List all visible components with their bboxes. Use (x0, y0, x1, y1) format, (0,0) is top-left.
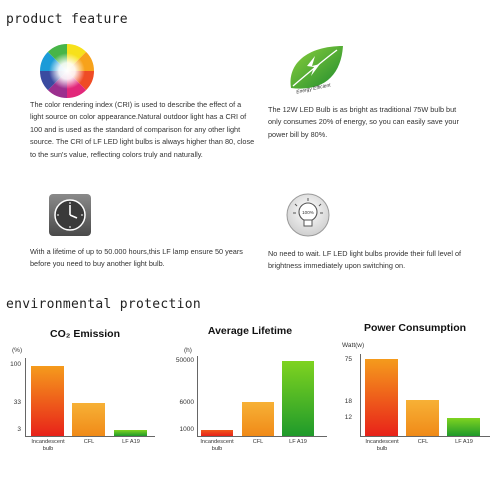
bar-lf-a19 (114, 430, 147, 436)
feature-instant-text: No need to wait. LF LED light bulbs prov… (268, 249, 462, 271)
feature-cri-text: The color rendering index (CRI) is used … (30, 100, 255, 159)
y-axis (197, 356, 198, 436)
product-feature-heading: product feature (6, 12, 128, 27)
category-lf-a19: LF A19 (455, 439, 473, 445)
y-tick: 1000 (179, 426, 194, 433)
bar-lf-a19 (282, 361, 314, 436)
category-incandescent: Incandescent bulb (200, 439, 234, 452)
category-incandescent: Incandescent bulb (365, 439, 399, 452)
bar-lf-a19 (447, 418, 480, 436)
category-cfl: CFL (252, 439, 264, 445)
bar-cfl (242, 402, 274, 436)
chart-unit: (%) (12, 347, 23, 354)
y-tick: 33 (13, 399, 21, 406)
clock-icon (48, 193, 92, 242)
y-tick: 50000 (175, 357, 194, 364)
y-axis (360, 354, 361, 436)
y-axis (25, 358, 26, 436)
chart-unit: (h) (184, 347, 192, 354)
bulb-100-label: 100% (302, 210, 314, 215)
bar-incandescent (201, 430, 233, 436)
category-lf-a19: LF A19 (122, 439, 140, 445)
y-tick: 3 (17, 426, 21, 433)
environmental-protection-heading: environmental protection (6, 297, 202, 312)
feature-lifetime-text: With a lifetime of up to 50.000 hours,th… (30, 247, 243, 269)
chart-unit: Watt(w) (342, 342, 365, 349)
category-incandescent: Incandescent bulb (31, 439, 65, 452)
category-lf-a19: LF A19 (289, 439, 307, 445)
y-tick: 12 (344, 414, 352, 421)
y-tick: 100 (10, 361, 21, 368)
color-wheel-icon (38, 42, 96, 105)
chart-title: Average Lifetime (207, 325, 293, 337)
bar-cfl (406, 400, 439, 436)
y-tick: 75 (344, 356, 352, 363)
chart-title: Power Consumption (363, 322, 467, 334)
y-tick: 18 (344, 398, 352, 405)
y-tick: 6000 (179, 399, 194, 406)
x-axis (197, 436, 327, 437)
chart-title: CO₂ Emission (49, 328, 120, 340)
x-axis (360, 436, 490, 437)
bulb-100-icon (285, 192, 331, 243)
bar-cfl (72, 403, 105, 436)
category-cfl: CFL (83, 439, 95, 445)
x-axis (25, 436, 155, 437)
bar-incandescent (365, 359, 398, 436)
energy-efficient-leaf-icon (285, 42, 347, 105)
bar-incandescent (31, 366, 64, 436)
feature-energy-text: The 12W LED Bulb is as bright as traditi… (268, 105, 459, 139)
category-cfl: CFL (417, 439, 429, 445)
